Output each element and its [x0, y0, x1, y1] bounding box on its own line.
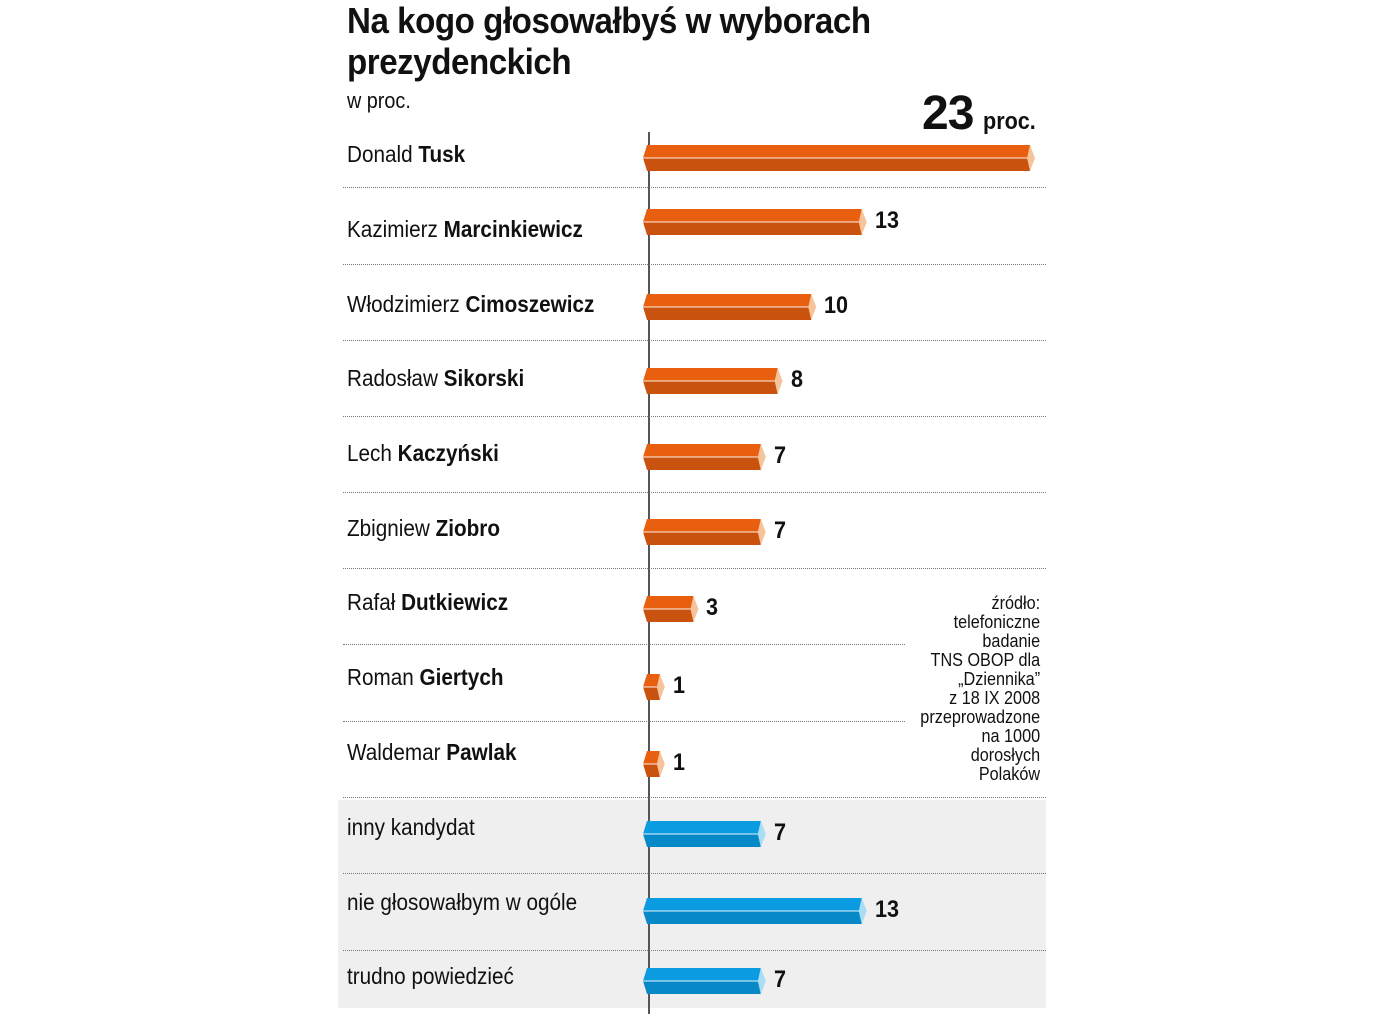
value-label: 7 — [773, 442, 786, 469]
max-value-label: 23 — [922, 87, 974, 140]
value-label: 13 — [874, 896, 899, 923]
first-name: Roman — [347, 664, 420, 690]
bar — [643, 145, 1035, 171]
first-name: Kazimierz — [347, 216, 444, 242]
bar — [643, 596, 699, 622]
value-label: 8 — [790, 366, 803, 393]
last-name: Kaczyński — [397, 440, 499, 466]
value-label: 7 — [773, 819, 786, 846]
row-separator — [343, 187, 1046, 188]
value-label: 1 — [672, 672, 685, 699]
row-separator — [343, 644, 905, 645]
row-separator — [343, 492, 1046, 493]
first-name: Radosław — [347, 365, 444, 391]
row-separator — [343, 721, 905, 722]
bar — [643, 519, 766, 545]
source-line: dorosłych — [970, 745, 1040, 765]
row-separator — [343, 797, 1046, 798]
row-separator — [343, 264, 1046, 265]
last-name: Sikorski — [443, 365, 525, 391]
chart-subtitle: w proc. — [347, 88, 411, 113]
value-label: 1 — [672, 749, 685, 776]
axis-line — [648, 132, 650, 1014]
row-separator — [343, 416, 1046, 417]
source-line: przeprowadzone — [920, 707, 1040, 727]
category-label: Zbigniew Ziobro — [347, 515, 500, 542]
category-label: Rafał Dutkiewicz — [347, 589, 508, 616]
category-label: Włodzimierz Cimoszewicz — [347, 291, 594, 318]
bar — [643, 674, 665, 700]
source-note: źródło: telefoniczne badanie TNS OBOP dla „D… — [920, 594, 1040, 784]
last-name: Giertych — [419, 664, 504, 690]
value-label: 10 — [824, 292, 849, 319]
value-label: 7 — [773, 517, 786, 544]
first-name: inny kandydat — [347, 814, 475, 840]
bar — [643, 821, 766, 847]
source-line: z 18 IX 2008 — [949, 688, 1040, 708]
row-separator — [343, 568, 1046, 569]
row-separator — [343, 950, 1046, 951]
first-name: Waldemar — [347, 739, 447, 765]
row-separator — [343, 340, 1046, 341]
category-label: Radosław Sikorski — [347, 365, 524, 392]
last-name: Tusk — [418, 141, 466, 167]
source-line: badanie — [982, 631, 1040, 651]
category-label: nie głosowałbym w ogóle — [347, 889, 577, 916]
bar — [643, 368, 783, 394]
bar — [643, 968, 766, 994]
last-name: Pawlak — [446, 739, 517, 765]
source-line: na 1000 — [981, 726, 1040, 746]
first-name: Włodzimierz — [347, 291, 466, 317]
bar — [643, 751, 665, 777]
source-line: Polaków — [978, 764, 1040, 784]
chart-title: Na kogo głosowałbyś w wyborach prezydenc… — [347, 0, 871, 82]
category-label: Kazimierz Marcinkiewicz — [347, 216, 583, 243]
last-name: Dutkiewicz — [401, 589, 509, 615]
value-label: 13 — [874, 207, 899, 234]
last-name: Marcinkiewicz — [443, 216, 583, 242]
bar — [643, 898, 867, 924]
value-label: 7 — [773, 966, 786, 993]
category-label: inny kandydat — [347, 814, 475, 841]
first-name: Donald — [347, 141, 419, 167]
first-name: Zbigniew — [347, 515, 436, 541]
category-label: Lech Kaczyński — [347, 440, 499, 467]
bar — [643, 209, 867, 235]
category-label: Donald Tusk — [347, 141, 465, 168]
first-name: nie głosowałbym w ogóle — [347, 889, 578, 915]
bar — [643, 444, 766, 470]
max-value-unit: proc. — [983, 108, 1036, 135]
source-line: „Dziennika” — [958, 669, 1040, 689]
last-name: Cimoszewicz — [465, 291, 595, 317]
category-label: trudno powiedzieć — [347, 963, 514, 990]
source-line: źródło: — [991, 593, 1040, 613]
last-name: Ziobro — [435, 515, 500, 541]
source-line: telefoniczne — [953, 612, 1040, 632]
category-label: Roman Giertych — [347, 664, 503, 691]
category-label: Waldemar Pawlak — [347, 739, 517, 766]
first-name: trudno powiedzieć — [347, 963, 514, 989]
value-label: 3 — [706, 594, 719, 621]
first-name: Lech — [347, 440, 398, 466]
row-separator — [343, 873, 1046, 874]
source-line: TNS OBOP dla — [930, 650, 1040, 670]
first-name: Rafał — [347, 589, 402, 615]
bar — [643, 294, 817, 320]
